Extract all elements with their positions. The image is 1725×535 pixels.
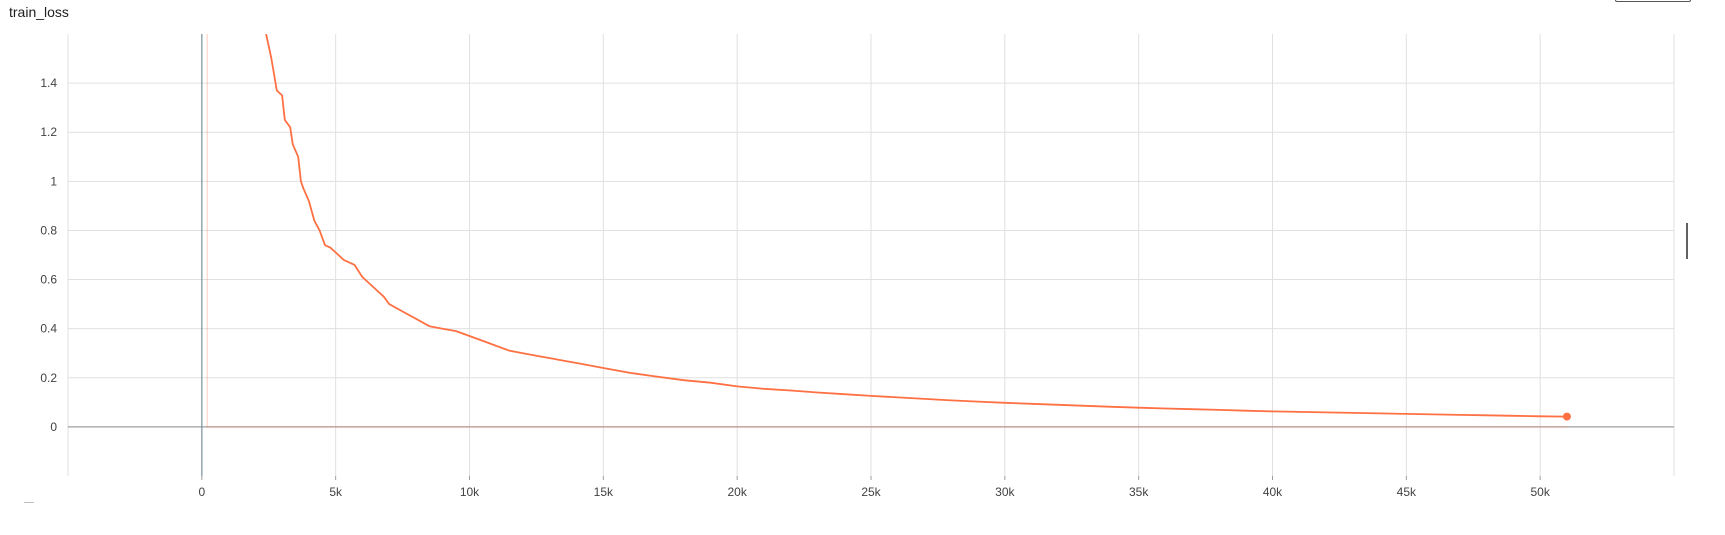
y-tick-label: 0.2: [40, 371, 57, 385]
y-tick-label: 0.6: [40, 273, 57, 287]
x-tick-label: 10k: [460, 485, 480, 499]
x-tick-label: 30k: [995, 485, 1015, 499]
y-tick-label: 1.4: [40, 76, 57, 90]
series-line: [265, 34, 1567, 418]
x-tick-label: 20k: [727, 485, 747, 499]
x-tick-label: 45k: [1397, 485, 1417, 499]
x-tick-label: 0: [198, 485, 205, 499]
expand-button[interactable]: [1615, 0, 1691, 2]
axes: [67, 34, 1675, 476]
y-tick-label: 1: [50, 174, 57, 188]
x-tick-label: 35k: [1129, 485, 1149, 499]
bottom-divider: [24, 502, 34, 503]
y-tick-label: 0.4: [40, 322, 57, 336]
x-tick-label: 5k: [329, 485, 343, 499]
y-tick-labels: 0 0.2 0.4 0.6 0.8 1 1.2 1.4: [40, 76, 57, 434]
y-tick-label: 1.2: [40, 125, 57, 139]
y-tick-label: 0: [50, 420, 57, 434]
x-tick-labels: 0 5k 10k 15k 20k 25k 30k 35k 40k 45k 50k: [198, 485, 1550, 499]
x-tick-label: 40k: [1263, 485, 1283, 499]
x-tick-label: 25k: [861, 485, 881, 499]
y-tick-label: 0.8: [40, 223, 57, 237]
series-layer: [206, 34, 1571, 428]
chart-title: train_loss: [9, 4, 69, 20]
series-last-point: [1562, 412, 1571, 421]
x-tick-label: 15k: [594, 485, 614, 499]
x-tick-label: 50k: [1530, 485, 1550, 499]
resize-handle[interactable]: [1686, 223, 1688, 259]
